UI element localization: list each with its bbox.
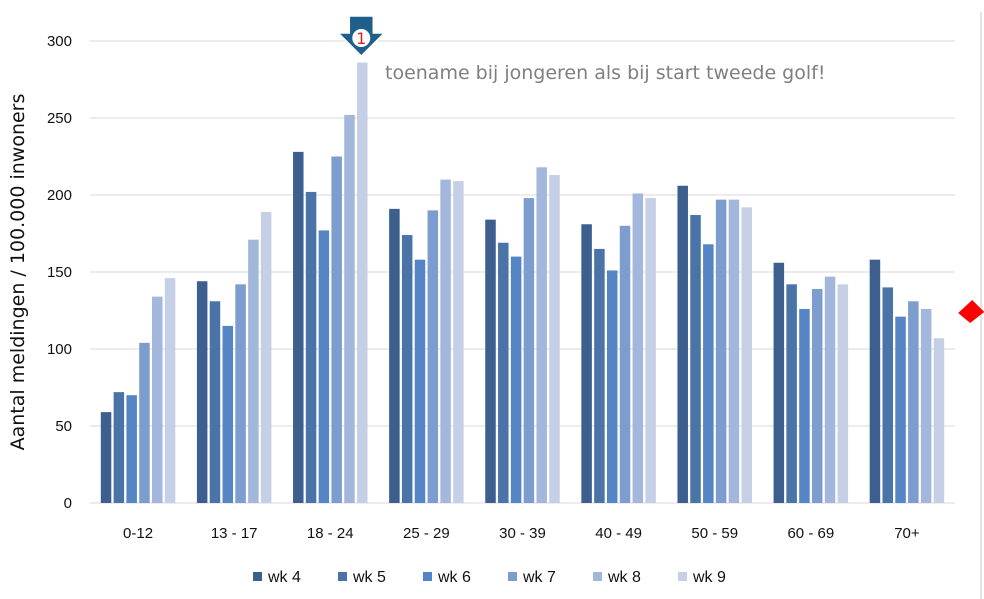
y-tick-label: 150	[47, 264, 72, 281]
bar	[549, 174, 560, 504]
bar	[882, 287, 893, 503]
annotation-text: toename bij jongeren als bij start tweed…	[385, 62, 825, 84]
y-axis-ticks: 0 50 100 150 200 250 300	[47, 33, 72, 512]
marker-circle	[351, 28, 372, 48]
bar	[523, 198, 535, 503]
bars	[100, 62, 945, 504]
annotations: 1 toename bij jongeren als bij start twee…	[336, 15, 984, 323]
x-tick-label: 40 - 49	[595, 525, 642, 542]
bar	[485, 219, 496, 503]
legend-swatch	[508, 572, 517, 581]
bar	[357, 62, 368, 504]
bar	[728, 199, 740, 503]
y-tick-label: 50	[55, 418, 72, 435]
legend-swatch	[338, 572, 347, 581]
bar	[715, 199, 727, 503]
bar	[690, 215, 701, 503]
bar	[799, 308, 810, 503]
bar	[536, 167, 547, 503]
bar	[677, 185, 688, 503]
x-tick-label: 60 - 69	[787, 525, 834, 542]
bar	[645, 198, 656, 503]
bar	[933, 338, 945, 503]
bar	[344, 114, 355, 504]
bar	[113, 392, 125, 503]
x-tick-label: 18 - 24	[307, 525, 354, 542]
red-arrow-icon	[958, 300, 984, 323]
bar	[389, 208, 400, 504]
y-tick-label: 200	[47, 187, 72, 204]
legend-swatch	[678, 572, 687, 581]
bar	[427, 210, 439, 503]
legend-label: wk 4	[267, 569, 301, 586]
bar	[837, 284, 849, 503]
bar	[260, 211, 272, 503]
bar	[773, 262, 785, 503]
annotation-marker: 1	[336, 15, 387, 58]
legend: wk 4 wk 5 wk 6 wk 7 wk 8 wk 9	[253, 569, 726, 586]
x-tick-label: 25 - 29	[403, 525, 450, 542]
bar	[703, 244, 714, 503]
bar	[401, 235, 413, 504]
bar	[895, 316, 906, 503]
bar	[100, 412, 112, 503]
y-tick-label: 300	[47, 33, 72, 50]
x-tick-label: 30 - 39	[499, 525, 546, 542]
x-tick-label: 13 - 17	[211, 525, 258, 542]
legend-swatch	[593, 572, 602, 581]
bar	[741, 207, 752, 503]
legend-label: wk 9	[692, 569, 726, 586]
bar	[305, 191, 317, 504]
bar	[786, 284, 797, 503]
x-tick-label: 0-12	[123, 525, 153, 542]
bar	[811, 288, 823, 503]
bar	[498, 242, 509, 504]
bar	[248, 239, 259, 503]
bar	[824, 276, 836, 503]
bar	[209, 301, 221, 503]
bar	[619, 225, 631, 504]
y-axis-label: Aantal meldingen / 100.000 inwoners	[7, 94, 29, 451]
bar	[581, 224, 592, 503]
annotation-number: 1	[356, 29, 366, 48]
x-tick-label: 50 - 59	[691, 525, 738, 542]
bar	[139, 342, 150, 503]
bar	[222, 325, 234, 503]
bar	[908, 301, 919, 503]
y-tick-label: 0	[64, 495, 72, 512]
bar	[196, 281, 208, 503]
y-tick-label: 250	[47, 110, 72, 127]
legend-label: wk 6	[437, 569, 471, 586]
bar	[453, 181, 464, 503]
legend-swatch	[253, 572, 262, 581]
bar	[293, 151, 304, 503]
bar	[869, 259, 881, 503]
x-axis-ticks: 0-12 13 - 17 18 - 24 25 - 29 30 - 39 40 - 49 5…	[123, 525, 920, 542]
legend-label: wk 8	[607, 569, 641, 586]
bar	[606, 270, 618, 503]
bar	[440, 179, 451, 503]
bar	[164, 278, 176, 503]
bar	[126, 395, 137, 503]
x-tick-label: 70+	[894, 525, 920, 542]
bar	[510, 256, 522, 503]
bar	[152, 296, 163, 503]
legend-swatch	[423, 572, 432, 581]
legend-label: wk 5	[352, 569, 386, 586]
gridlines	[90, 40, 955, 504]
bar	[920, 308, 932, 503]
bar	[331, 156, 342, 503]
bar	[318, 230, 330, 504]
bar	[594, 248, 605, 503]
bar	[414, 259, 426, 503]
bar	[235, 284, 246, 503]
bar	[632, 193, 644, 503]
legend-label: wk 7	[522, 569, 556, 586]
y-tick-label: 100	[47, 341, 72, 358]
